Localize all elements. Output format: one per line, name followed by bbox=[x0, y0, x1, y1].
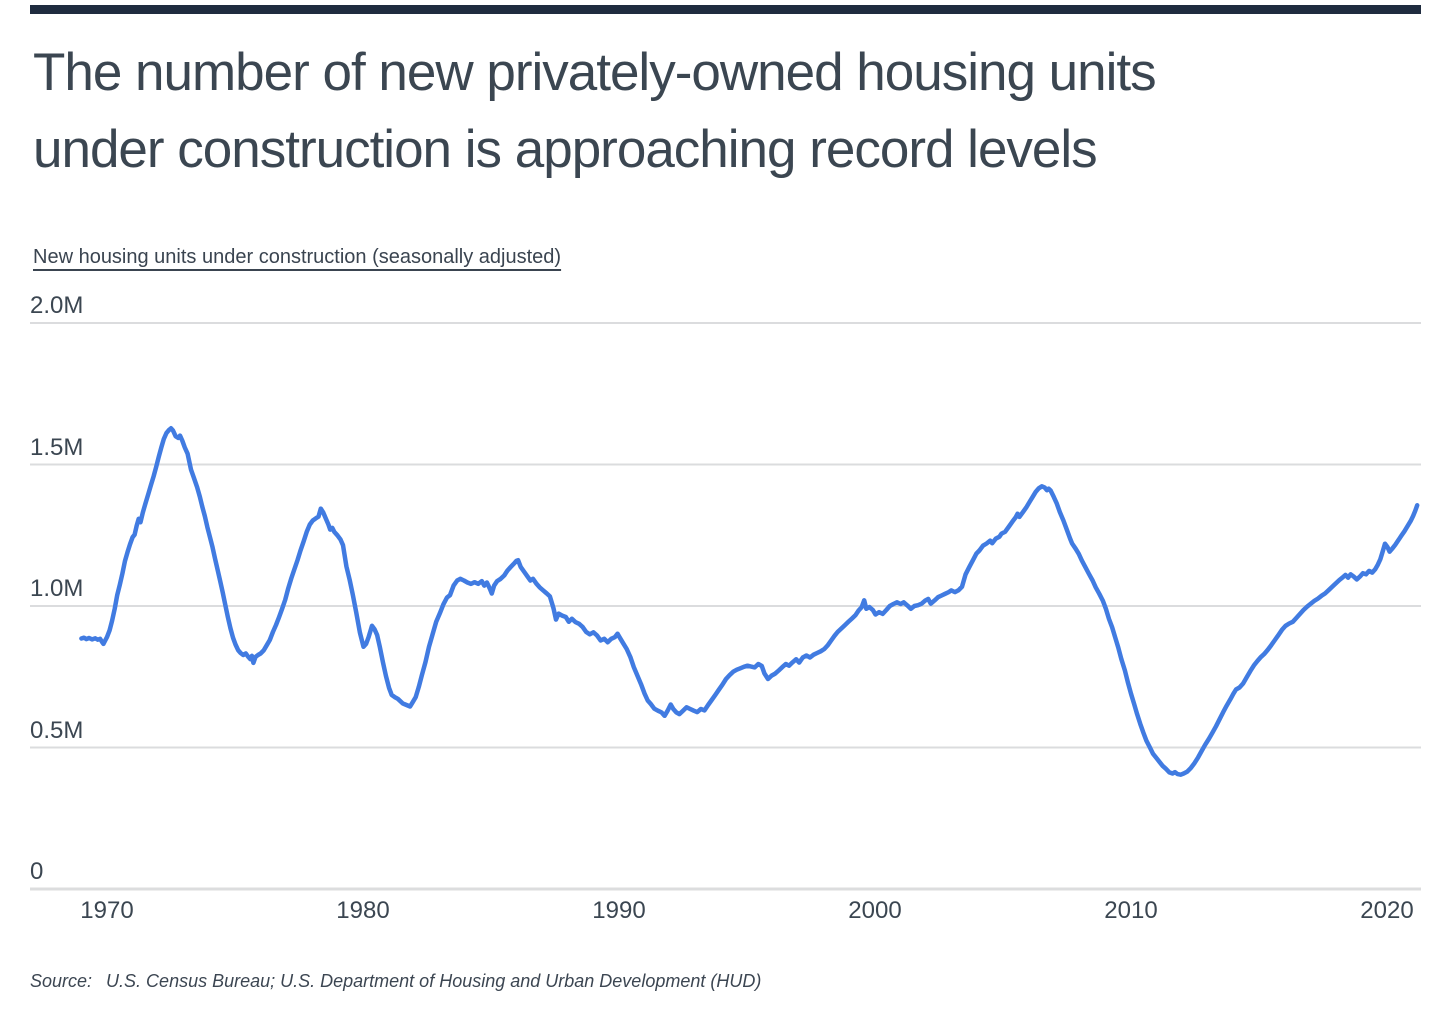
y-axis-label: 1.5M bbox=[30, 433, 84, 461]
housing-units-line bbox=[79, 426, 1420, 777]
source-label: Source: bbox=[30, 971, 93, 991]
x-axis-label: 2000 bbox=[848, 897, 902, 924]
y-axis-label: 0 bbox=[30, 858, 44, 885]
x-axis-label: 1970 bbox=[80, 897, 134, 924]
source-text: U.S. Census Bureau; U.S. Department of H… bbox=[106, 971, 762, 991]
x-axis-label: 2010 bbox=[1104, 897, 1158, 924]
y-axis-label: 0.5M bbox=[30, 716, 84, 744]
x-axis-label: 1980 bbox=[336, 897, 390, 924]
x-axis-label: 2020 bbox=[1360, 897, 1414, 924]
top-accent-bar bbox=[30, 5, 1421, 14]
page-title-line2: under construction is approaching record… bbox=[33, 120, 1098, 179]
page-title-line1: The number of new privately-owned housin… bbox=[33, 43, 1157, 102]
y-axis-label: 2.0M bbox=[30, 292, 84, 319]
x-axis-label: 1990 bbox=[592, 897, 646, 924]
page-title: The number of new privately-owned housin… bbox=[33, 34, 1433, 188]
source-note: Source: U.S. Census Bureau; U.S. Departme… bbox=[30, 971, 761, 992]
chart-axis-title: New housing units under construction (se… bbox=[33, 246, 562, 268]
y-axis-label: 1.0M bbox=[30, 575, 84, 602]
